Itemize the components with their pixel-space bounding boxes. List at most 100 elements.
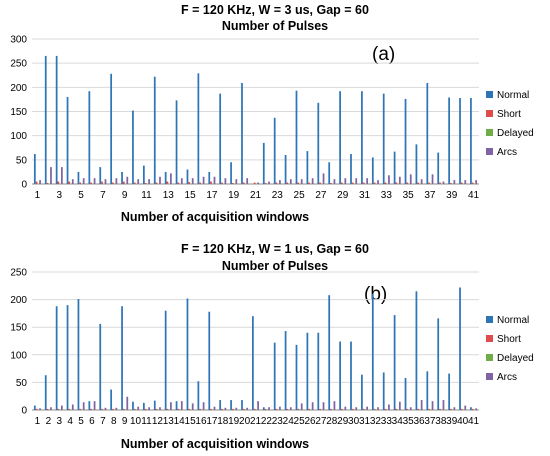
bar-short-34 [395,408,398,410]
bar-short-29 [340,408,343,410]
chart-subtitle-b: Number of Pulses [222,259,328,273]
chart-panel-b: F = 120 KHz, W = 1 us, Gap = 60 Number o… [10,242,533,451]
bar-normal-23 [273,117,276,184]
bar-arcs-29 [344,178,347,184]
bar-short-20 [242,182,245,184]
bar-short-19 [231,183,234,184]
bar-short-26 [308,182,311,184]
chart-panel-a: F = 120 KHz, W = 3 us, Gap = 60 Number o… [10,3,533,224]
bar-short-20 [242,408,245,410]
bar-normal-5 [77,299,80,410]
bar-arcs-22 [268,407,270,410]
y-ticks-b: 0 50 100 150 200 250 [10,268,27,417]
bar-normal-18 [219,400,222,410]
legend-label-delayed: Delayed [497,128,534,139]
bar-arcs-11 [148,407,150,410]
bar-normal-37 [426,82,429,184]
bar-short-11 [144,408,147,410]
bar-arcs-21 [257,182,259,184]
bar-normal-13 [164,310,167,410]
x-tick-label: 4 [67,416,73,427]
bar-delayed-15 [190,409,192,410]
bar-delayed-4 [70,409,72,410]
bar-delayed-22 [266,409,269,410]
x-tick-label: 17 [206,416,218,427]
bar-delayed-24 [288,409,290,410]
bar-delayed-12 [157,409,160,410]
bar-normal-4 [66,305,69,410]
bar-delayed-25 [299,409,301,410]
bar-delayed-30 [353,409,356,410]
bar-short-25 [297,408,300,410]
bar-short-12 [155,408,158,410]
x-tick-label: 15 [185,190,197,201]
bar-normal-19 [230,400,232,410]
bar-arcs-24 [289,179,292,184]
x-tick-label: 34 [392,416,404,427]
bar-delayed-39 [451,409,454,410]
bar-delayed-36 [419,409,421,410]
bar-normal-12 [153,400,156,410]
bar-arcs-4 [71,179,74,184]
bar-short-24 [286,408,289,410]
bar-delayed-41 [473,409,476,410]
bar-short-8 [112,408,114,410]
x-tick-label: 1 [35,416,41,427]
bar-short-10 [133,408,136,410]
bar-arcs-23 [279,406,281,410]
bar-normal-8 [110,389,113,410]
bar-normal-26 [306,151,309,184]
bar-short-38 [439,408,441,410]
bar-arcs-27 [322,402,325,410]
bar-short-41 [471,408,474,410]
bar-short-25 [297,182,300,184]
bar-arcs-12 [159,407,161,410]
bar-normal-35 [404,98,407,184]
bar-arcs-8 [115,178,118,184]
bar-short-12 [155,182,158,184]
x-tick-label: 25 [294,190,306,201]
bar-normal-33 [382,372,385,410]
bar-short-27 [319,182,321,184]
x-tick-label: 7 [100,416,106,427]
x-tick-label: 41 [468,190,480,201]
bar-short-13 [166,181,169,184]
y-tick-label: 0 [21,180,27,191]
bar-normal-7 [99,167,102,184]
bar-arcs-33 [388,175,390,184]
x-tick-label: 5 [78,416,84,427]
bar-delayed-29 [342,409,345,410]
bar-short-22 [264,408,267,410]
y-tick-label: 50 [16,378,28,389]
bar-arcs-37 [431,401,434,410]
x-axis-label-a: Number of acquisition windows [121,210,309,224]
bar-delayed-3 [59,409,61,410]
bar-short-15 [188,182,191,184]
bar-normal-40 [459,97,461,184]
x-tick-label: 23 [272,416,284,427]
x-tick-label: 27 [315,416,327,427]
gridlines-a [32,38,479,185]
bar-delayed-13 [168,409,171,410]
bar-delayed-14 [179,409,181,410]
x-tick-label: 20 [239,416,251,427]
bar-normal-29 [339,91,341,184]
bar-short-16 [199,408,201,410]
x-tick-label: 24 [283,416,295,427]
bar-short-15 [188,408,191,410]
bar-normal-21 [252,316,254,410]
legend-b: Normal Short Delayed Arcs [486,315,534,383]
y-tick-label: 100 [10,350,27,361]
bar-normal-38 [437,318,440,410]
bar-delayed-37 [429,409,432,410]
bar-normal-32 [371,294,374,410]
bar-short-30 [351,182,354,184]
bar-short-2 [46,183,49,184]
bar-short-38 [439,182,441,184]
bar-delayed-2 [48,409,51,410]
bars-b [33,287,478,410]
bar-arcs-2 [50,407,52,410]
bar-delayed-1 [37,409,40,410]
bar-delayed-28 [331,409,334,410]
bar-arcs-18 [224,407,227,410]
